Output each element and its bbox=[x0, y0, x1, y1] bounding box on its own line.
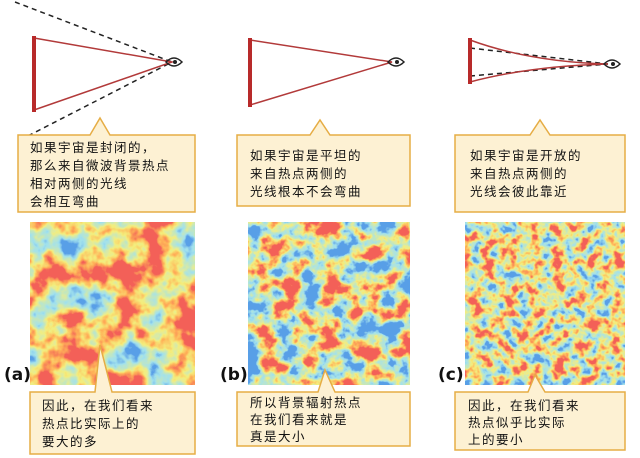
caption: 如果宇宙是平坦的 bbox=[250, 148, 362, 163]
cmb-map bbox=[30, 222, 195, 385]
callout-box bbox=[29, 344, 196, 455]
panel-label: (a) bbox=[4, 365, 31, 385]
caption: 光线会彼此靠近 bbox=[470, 184, 568, 199]
callout-box bbox=[454, 373, 626, 451]
callout-box bbox=[236, 367, 411, 447]
caption: 要大的多 bbox=[42, 434, 98, 449]
ray-diagram bbox=[14, 1, 184, 141]
caption: 相对两侧的光线 bbox=[30, 176, 128, 191]
callout-box bbox=[236, 118, 411, 207]
caption: 在我们看来就是 bbox=[250, 412, 348, 427]
caption: 因此，在我们看来 bbox=[42, 398, 154, 413]
caption: 来自热点两侧的 bbox=[470, 166, 568, 181]
caption: 上的要小 bbox=[468, 432, 524, 447]
caption: 会相互弯曲 bbox=[30, 194, 100, 209]
caption: 如果宇宙是开放的 bbox=[470, 148, 582, 163]
caption: 热点似乎比实际 bbox=[468, 415, 566, 430]
caption: 热点比实际上的 bbox=[42, 416, 140, 431]
callout-box bbox=[454, 118, 626, 213]
cmb-map bbox=[248, 222, 410, 385]
caption: 来自热点两侧的 bbox=[250, 166, 348, 181]
caption: 所以背景辐射热点 bbox=[250, 395, 362, 410]
panel-label: (c) bbox=[438, 365, 464, 385]
caption: 真是大小 bbox=[250, 429, 306, 444]
panel-label: (b) bbox=[220, 365, 248, 385]
cmb-map bbox=[465, 222, 625, 385]
caption: 那么来自微波背景热点 bbox=[30, 158, 170, 173]
ray-diagram bbox=[468, 38, 622, 84]
ray-diagram bbox=[248, 38, 406, 107]
callout-box bbox=[17, 116, 196, 213]
caption: 如果宇宙是封闭的， bbox=[30, 140, 156, 155]
caption: 光线根本不会弯曲 bbox=[250, 184, 362, 199]
caption: 因此，在我们看来 bbox=[468, 398, 580, 413]
